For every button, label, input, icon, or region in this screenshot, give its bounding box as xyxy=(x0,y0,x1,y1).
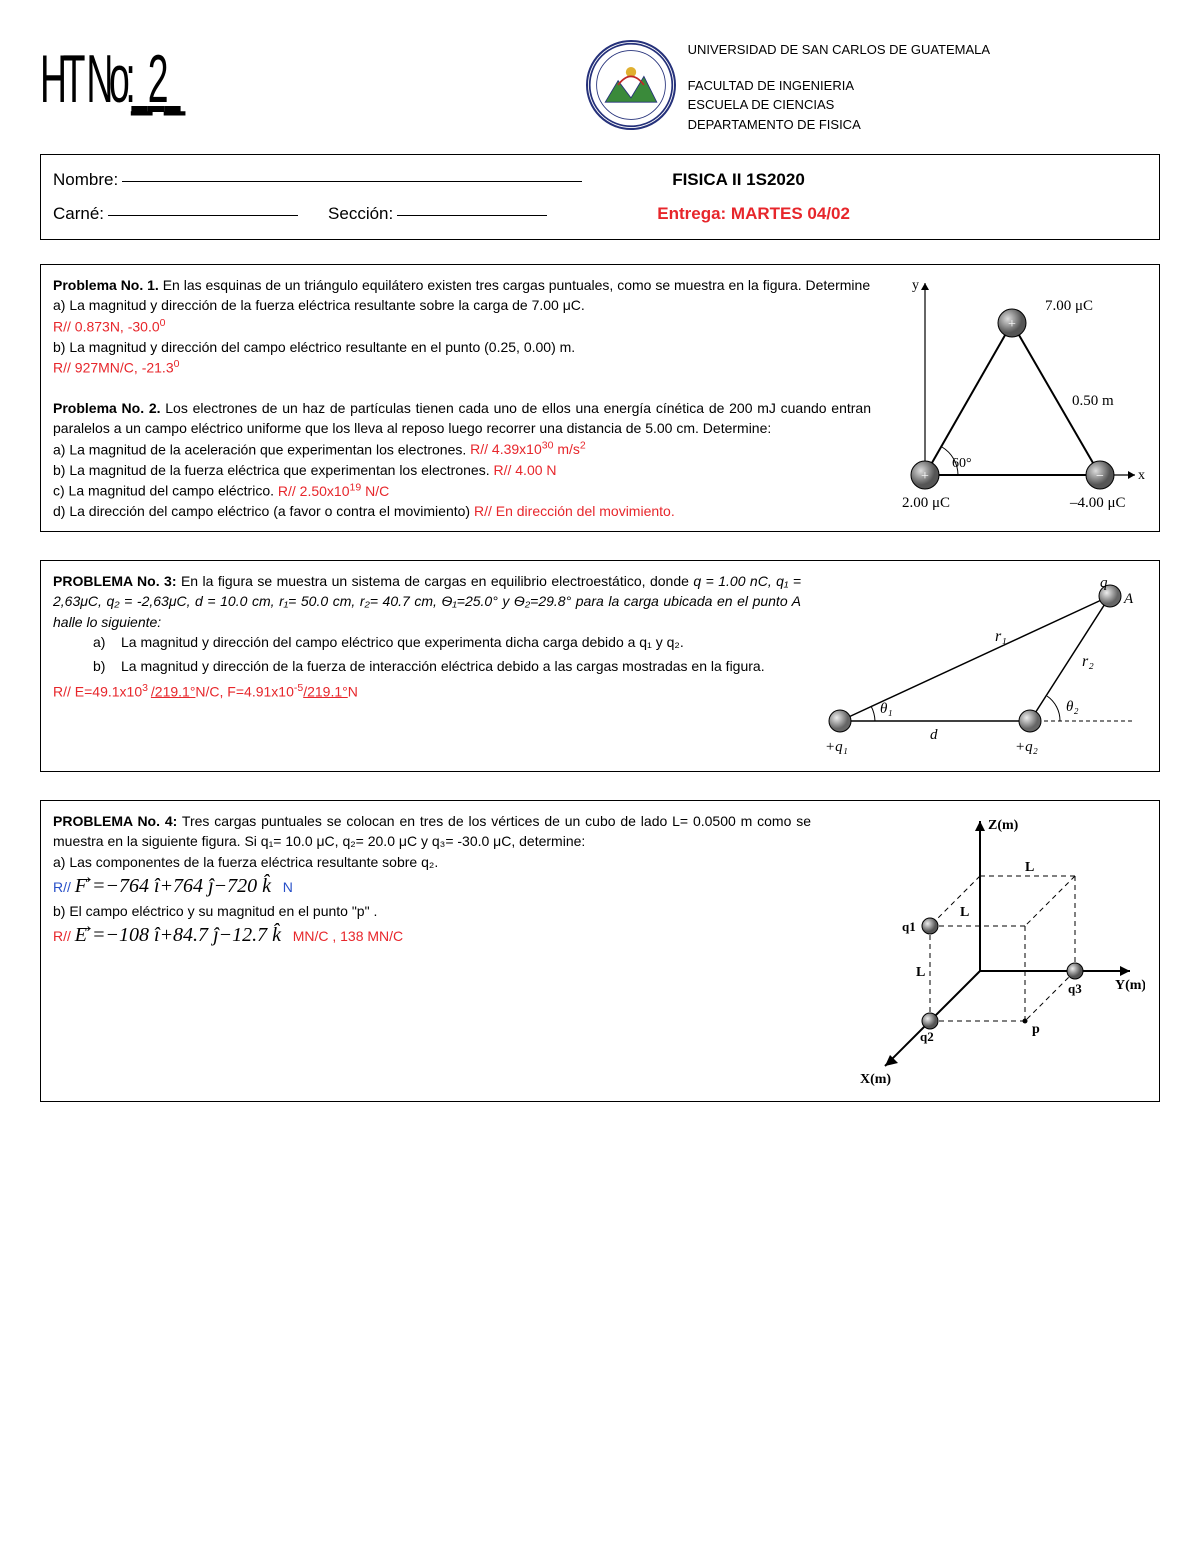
problem-4-text: PROBLEMA No. 4: Tres cargas puntuales se… xyxy=(53,811,811,1091)
svg-text:L: L xyxy=(916,965,925,980)
p2-title: Problema No. 2. xyxy=(53,400,161,416)
svg-text:r₁: r₁ xyxy=(995,628,1007,645)
p2-intro: Los electrones de un haz de partículas t… xyxy=(53,400,871,436)
svg-text:0.50 m: 0.50 m xyxy=(1072,393,1114,409)
p3-answer: R// E=49.1x103 /219.1°N/C, F=4.91x10-5/2… xyxy=(53,681,801,702)
svg-text:X(m): X(m) xyxy=(860,1072,891,1087)
p2-d: d) La dirección del campo eléctrico (a f… xyxy=(53,501,871,521)
ht-value: _2_ xyxy=(131,41,180,117)
svg-text:d: d xyxy=(930,727,938,743)
svg-text:A: A xyxy=(1123,591,1134,607)
p4-a: a) Las componentes de la fuerza eléctric… xyxy=(53,852,811,872)
nombre-blank xyxy=(122,163,582,182)
page-header: HT No:_2_ UNIVERSIDAD DE SAN CARLOS DE G… xyxy=(40,40,1160,134)
p1-title: Problema No. 1. xyxy=(53,277,159,293)
svg-text:−: − xyxy=(1096,469,1104,484)
problem-4-figure: Z(m) Y(m) X(m) L L L xyxy=(827,811,1147,1091)
p4-a-answer: R// F→ =−764 î+764 ĵ−720 k̂ N xyxy=(53,872,811,901)
p3-b: b)La magnitud y dirección de la fuerza d… xyxy=(93,656,791,676)
svg-text:q: q xyxy=(1100,575,1108,591)
problem-3-text: PROBLEMA No. 3: En la figura se muestra … xyxy=(53,571,801,761)
charge-system-diagram-icon: q A r₁ r₂ θ₁ θ₂ d +q₁ +q₂ xyxy=(820,571,1145,761)
p4-b: b) El campo eléctrico y su magnitud en e… xyxy=(53,901,811,921)
nombre-label: Nombre: xyxy=(53,163,118,197)
problem-box-3: PROBLEMA No. 3: En la figura se muestra … xyxy=(40,560,1160,772)
p2-b: b) La magnitud de la fuerza eléctrica qu… xyxy=(53,460,871,480)
school: ESCUELA DE CIENCIAS xyxy=(688,95,990,115)
faculty: FACULTAD DE INGENIERIA xyxy=(688,76,990,96)
p3-intro: En la figura se muestra un sistema de ca… xyxy=(177,573,694,589)
svg-text:q1: q1 xyxy=(902,919,916,934)
ht-prefix: HT No: xyxy=(40,41,131,117)
p1-b-answer: R// 927MN/C, -21.30 xyxy=(53,357,871,378)
problem-3-figure: q A r₁ r₂ θ₁ θ₂ d +q₁ +q₂ xyxy=(817,571,1147,761)
p4-b-answer: R// E→ =−108 î+84.7 ĵ−12.7 k̂ MN/C , 13… xyxy=(53,921,811,950)
svg-text:–4.00 μC: –4.00 μC xyxy=(1069,495,1126,511)
svg-text:+q₁: +q₁ xyxy=(825,739,848,755)
svg-text:Y(m): Y(m) xyxy=(1115,978,1145,993)
triangle-diagram-icon: x y + + − 7.00 μC 0.50 m 60° 2.00 μC –4 xyxy=(890,275,1145,515)
p1-b: b) La magnitud y dirección del campo elé… xyxy=(53,337,871,357)
p2-c: c) La magnitud del campo eléctrico. R// … xyxy=(53,480,871,501)
student-info-box: Nombre: FISICA II 1S2020 Carné: Sección:… xyxy=(40,154,1160,240)
svg-text:L: L xyxy=(960,905,969,920)
carne-label: Carné: xyxy=(53,197,104,231)
problem-box-4: PROBLEMA No. 4: Tres cargas puntuales se… xyxy=(40,800,1160,1102)
svg-text:x: x xyxy=(1138,468,1145,483)
svg-text:+: + xyxy=(1008,317,1016,332)
university-seal-icon xyxy=(586,40,676,130)
svg-text:y: y xyxy=(912,278,919,293)
svg-text:θ₂: θ₂ xyxy=(1066,699,1079,715)
problem-1-2-text: Problema No. 1. En las esquinas de un tr… xyxy=(53,275,871,521)
problem-box-1-2: Problema No. 1. En las esquinas de un tr… xyxy=(40,264,1160,532)
svg-text:p: p xyxy=(1032,1022,1040,1037)
problem-1-figure: x y + + − 7.00 μC 0.50 m 60° 2.00 μC –4 xyxy=(887,275,1147,521)
svg-text:7.00 μC: 7.00 μC xyxy=(1045,298,1093,314)
department: DEPARTAMENTO DE FISICA xyxy=(688,115,990,135)
ht-number: HT No:_2_ xyxy=(40,40,181,118)
p3-a: a)La magnitud y dirección del campo eléc… xyxy=(93,632,791,652)
svg-text:+: + xyxy=(921,469,929,484)
p1-a-answer: R// 0.873N, -30.00 xyxy=(53,316,871,337)
svg-text:Z(m): Z(m) xyxy=(988,818,1019,833)
seccion-label: Sección: xyxy=(328,197,393,231)
p1-a: a) La magnitud y dirección de la fuerza … xyxy=(53,295,871,315)
university-block: UNIVERSIDAD DE SAN CARLOS DE GUATEMALA F… xyxy=(586,40,990,134)
course-title: FISICA II 1S2020 xyxy=(672,163,805,197)
svg-text:2.00 μC: 2.00 μC xyxy=(902,495,950,511)
svg-text:θ₁: θ₁ xyxy=(880,701,893,717)
university-name: UNIVERSIDAD DE SAN CARLOS DE GUATEMALA xyxy=(688,40,990,60)
p3-title: PROBLEMA No. 3: xyxy=(53,573,177,589)
svg-text:q2: q2 xyxy=(920,1029,934,1044)
svg-text:q3: q3 xyxy=(1068,981,1082,996)
svg-text:L: L xyxy=(1025,860,1034,875)
p2-a: a) La magnitud de la aceleración que exp… xyxy=(53,439,871,460)
seccion-blank xyxy=(397,197,547,216)
svg-text:+q₂: +q₂ xyxy=(1015,739,1038,755)
p1-intro: En las esquinas de un triángulo equiláte… xyxy=(159,277,870,293)
university-text: UNIVERSIDAD DE SAN CARLOS DE GUATEMALA F… xyxy=(688,40,990,134)
entrega-date: Entrega: MARTES 04/02 xyxy=(657,197,850,231)
svg-text:60°: 60° xyxy=(952,456,972,471)
cube-diagram-icon: Z(m) Y(m) X(m) L L L xyxy=(830,811,1145,1091)
p4-title: PROBLEMA No. 4: xyxy=(53,813,177,829)
carne-blank xyxy=(108,197,298,216)
svg-text:r₂: r₂ xyxy=(1082,653,1094,670)
